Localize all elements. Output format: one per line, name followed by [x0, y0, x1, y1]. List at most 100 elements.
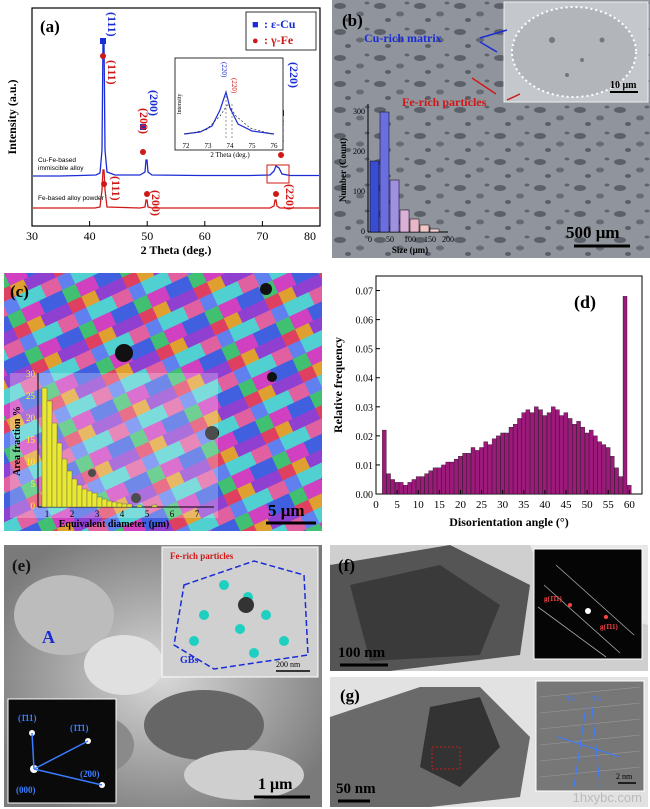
chart-bar	[559, 415, 564, 495]
legend-fe-marker: ●	[252, 35, 259, 47]
inset-gbs: GBs	[180, 655, 198, 666]
y-tick-label: 0.01	[356, 461, 374, 472]
hist-b-ylabel: Number (Count)	[338, 138, 348, 202]
inset-e-scale: 200 nm	[276, 660, 301, 669]
y-tick-label: 0.07	[356, 287, 374, 298]
hist-b-xtick: 0	[368, 235, 372, 244]
annot-cu-matrix: Cu-rich matrix	[364, 31, 442, 45]
chart-bar	[462, 453, 467, 495]
hist-b-ytick: 0	[361, 227, 365, 236]
x-tick-label: 55	[603, 499, 615, 511]
fe-dot-marker	[101, 181, 107, 187]
chart-bar	[567, 418, 573, 495]
y-tick-label: 0.05	[356, 345, 374, 356]
spot-111-a: (1̄11)	[18, 713, 37, 723]
xrd-xtick: 50	[141, 229, 153, 243]
sem-image: 10 μm (b) Cu-rich matrix Fe-rich particl…	[332, 0, 650, 258]
x-tick-label: 15	[434, 499, 446, 511]
x-tick-label: 30	[497, 499, 509, 511]
hist-c-ytick: 30	[26, 369, 36, 379]
disorientation-chart: (d) Relative frequency Disorientation an…	[331, 275, 643, 529]
y-tick-label: 0.02	[356, 432, 374, 443]
annot-fe-particles: Fe-rich particles	[402, 95, 487, 109]
chart-bar	[500, 432, 505, 495]
chart-bar	[593, 435, 598, 495]
panel-g-tem: (g) TB TB 2 nm 50 nm 1hxybc.com	[330, 677, 648, 807]
chart-bar	[521, 412, 526, 495]
inset-peak-blue: (220)	[220, 62, 228, 78]
tem-image-e: (e) A Fe-rich particles GBs 200 nm	[4, 545, 322, 807]
xrd-plot: 30 40 50 60 70 80 2 Theta (deg.) Intensi…	[5, 7, 321, 257]
xrd-inset: (220) (220) 72 73 74 75 76 2 Theta (deg.…	[174, 57, 284, 159]
chart-bar	[504, 432, 509, 495]
hist-b-ytick: 200	[353, 147, 365, 156]
chart-bar	[551, 406, 556, 495]
hist-c-ytick: 0	[31, 501, 36, 511]
chart-bar	[458, 456, 463, 495]
chart-bar	[589, 429, 594, 495]
chart-bar	[517, 418, 522, 495]
chart-bar	[470, 447, 476, 495]
sem-inset-scale: 10 μm	[610, 80, 637, 91]
chart-bar	[496, 435, 501, 495]
xrd-xtick: 40	[84, 229, 96, 243]
chart-bar	[538, 409, 543, 495]
chart-bar	[525, 409, 531, 495]
panel-e-label: (e)	[12, 556, 31, 575]
xrd-xtick: 30	[26, 229, 38, 243]
spot-f-a: g(1̄1̄1)	[544, 595, 563, 603]
xrd-xtick: 80	[304, 229, 316, 243]
chart-bar	[479, 447, 484, 495]
hrtem-inset: TB TB 2 nm	[535, 680, 645, 792]
curve-label-powder: Fe-based alloy powder	[38, 195, 105, 202]
diffraction-inset-e: (1̄11) (1̄1̄1) (2̄00) (000)	[7, 698, 117, 804]
chart-bar	[432, 467, 438, 495]
hist-c-xtick: 3	[95, 509, 100, 519]
spot-f-b: g(1̄11)	[600, 623, 619, 631]
hist-c-ytick: 5	[31, 479, 36, 489]
chart-xlabel: Disorientation angle (°)	[449, 515, 568, 529]
x-tick-label: 5	[394, 499, 400, 511]
chart-bar	[563, 412, 569, 495]
chart-bar	[572, 424, 577, 495]
tem-image-g: (g) TB TB 2 nm 50 nm	[330, 677, 648, 807]
chart-bar	[597, 441, 602, 495]
xrd-xlabel: 2 Theta (deg.)	[141, 243, 212, 257]
chart-bar	[390, 479, 395, 495]
peak-label-fe-200-top: (200)	[137, 108, 151, 134]
inset-xtick: 75	[249, 142, 257, 150]
hist-b-ytick: 300	[353, 107, 365, 116]
hist-c-xtick: 5	[145, 509, 150, 519]
fe-dot-marker	[144, 191, 150, 197]
chart-bar	[420, 476, 425, 495]
chart-bar	[386, 473, 391, 495]
y-tick-label: 0.03	[356, 403, 374, 414]
cu-square-marker	[100, 38, 106, 44]
size-histogram: 0 100 200 300 0 50 100 150 200 Size (μm)…	[338, 104, 454, 255]
chart-bar	[546, 412, 552, 495]
twin-label-a: TB	[566, 695, 575, 703]
hist-c-xlabel: Equivalent diameter (μm)	[59, 519, 169, 530]
inset-xtick: 72	[183, 142, 191, 150]
chart-bar	[475, 450, 480, 495]
xrd-xtick: 70	[256, 229, 268, 243]
chart-bar	[382, 429, 387, 495]
chart-bar	[580, 426, 585, 495]
chart-bar	[622, 296, 628, 495]
chart-bar	[403, 485, 408, 495]
sem-scale-bar: 500 μm	[566, 223, 620, 242]
fe-dot-marker	[273, 191, 279, 197]
grain-size-histogram: 0 5 10 15 20 25 30 1 2 3 4 5 6 7 Equival…	[10, 369, 218, 530]
hist-b-ytick: 100	[353, 187, 365, 196]
chart-title: (d)	[574, 292, 596, 313]
inset-xtick: 76	[271, 142, 279, 150]
hist-b-xtick: 200	[442, 235, 454, 244]
fe-dot-marker	[278, 152, 284, 158]
peak-label-cu-220: (220)	[287, 62, 301, 88]
x-tick-label: 40	[539, 499, 551, 511]
chart-bar	[618, 476, 623, 495]
x-tick-label: 45	[561, 499, 573, 511]
panel-c-label: (c)	[10, 282, 29, 301]
legend-cu-marker: ■	[252, 19, 259, 31]
hist-c-ytick: 10	[26, 457, 36, 467]
